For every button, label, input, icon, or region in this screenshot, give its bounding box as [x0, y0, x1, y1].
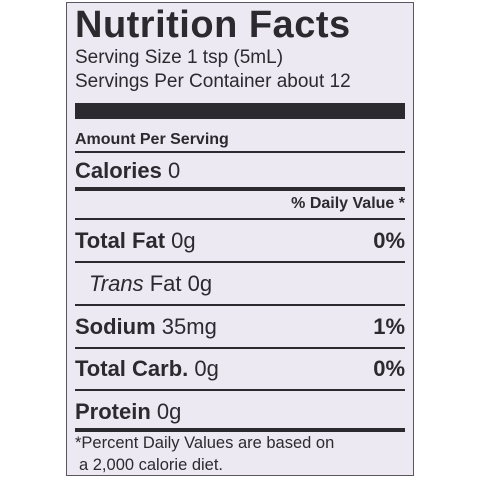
- total-carb-amount: 0g: [194, 356, 219, 381]
- total-fat-line: Total Fat 0g: [75, 224, 196, 261]
- sodium-line: Sodium 35mg: [75, 310, 217, 347]
- thick-divider: [75, 103, 405, 119]
- calories-value: 0: [167, 158, 181, 183]
- divider: [75, 261, 405, 263]
- divider: [75, 304, 405, 306]
- title: Nutrition Facts: [75, 4, 351, 46]
- protein-row: Protein 0g: [75, 395, 405, 432]
- medium-divider: [75, 428, 405, 432]
- trans-fat-row: Trans Fat 0g: [89, 267, 405, 304]
- total-carb-label: Total Carb.: [75, 356, 195, 381]
- nutrition-facts-content: Nutrition Facts Serving Size 1 tsp (5mL)…: [75, 3, 405, 475]
- footnote-line-2: a 2,000 calorie diet.: [79, 456, 224, 474]
- total-carb-row: Total Carb. 0g 0%: [75, 352, 405, 389]
- total-carb-daily-value: 0%: [373, 356, 405, 381]
- trans-fat-amount: Fat 0g: [149, 271, 213, 296]
- trans-fat-label: Trans: [89, 271, 150, 296]
- total-carb-line: Total Carb. 0g: [75, 352, 219, 389]
- servings-per-container: Servings Per Container about 12: [75, 71, 351, 92]
- sodium-row: Sodium 35mg 1%: [75, 310, 405, 347]
- sodium-daily-value: 1%: [373, 314, 405, 339]
- footnote-line-1: *Percent Daily Values are based on: [75, 434, 335, 452]
- protein-label: Protein: [75, 399, 157, 424]
- divider: [75, 218, 405, 220]
- sodium-label: Sodium: [75, 314, 162, 339]
- daily-value-header: % Daily Value *: [291, 195, 405, 212]
- total-fat-label: Total Fat: [75, 228, 172, 253]
- divider: [75, 389, 405, 391]
- calories-row: Calories 0: [75, 155, 405, 190]
- total-fat-row: Total Fat 0g 0%: [75, 224, 405, 261]
- protein-line: Protein 0g: [75, 395, 181, 432]
- protein-amount: 0g: [156, 399, 182, 424]
- medium-divider: [75, 187, 405, 191]
- calories-line: Calories 0: [75, 155, 180, 190]
- divider: [75, 347, 405, 349]
- serving-size: Serving Size 1 tsp (5mL): [75, 47, 284, 68]
- total-fat-daily-value: 0%: [373, 228, 405, 253]
- calories-label: Calories: [75, 158, 168, 183]
- trans-fat-line: Trans Fat 0g: [89, 267, 212, 304]
- nutrition-facts-label: Nutrition Facts Serving Size 1 tsp (5mL)…: [66, 2, 414, 476]
- total-fat-amount: 0g: [171, 228, 196, 253]
- divider: [75, 151, 405, 153]
- amount-per-serving-header: Amount Per Serving: [75, 131, 229, 148]
- sodium-amount: 35mg: [161, 314, 217, 339]
